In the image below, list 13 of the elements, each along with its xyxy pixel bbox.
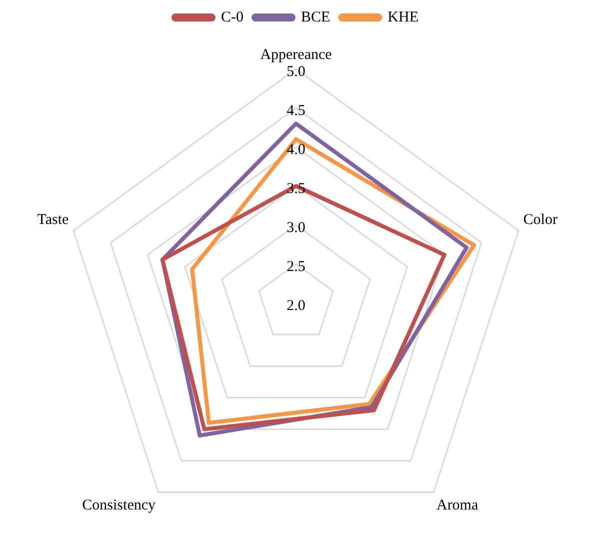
spoke-label: Consistency: [82, 497, 156, 514]
y-tick-label: 4.5: [286, 102, 306, 119]
y-tick-label: 3.0: [286, 220, 306, 236]
spoke-label: Appereance: [260, 46, 332, 63]
legend-label: C-0: [221, 9, 244, 26]
spoke-label: Aroma: [436, 497, 478, 514]
y-tick-label: 2.0: [286, 298, 306, 314]
legend-label: BCE: [301, 9, 330, 26]
spoke-label: Taste: [37, 212, 70, 228]
y-tick-label: 2.5: [286, 258, 306, 275]
spoke-label: Color: [523, 212, 558, 228]
legend-label: KHE: [388, 9, 418, 26]
y-tick-label: 5.0: [286, 64, 306, 80]
